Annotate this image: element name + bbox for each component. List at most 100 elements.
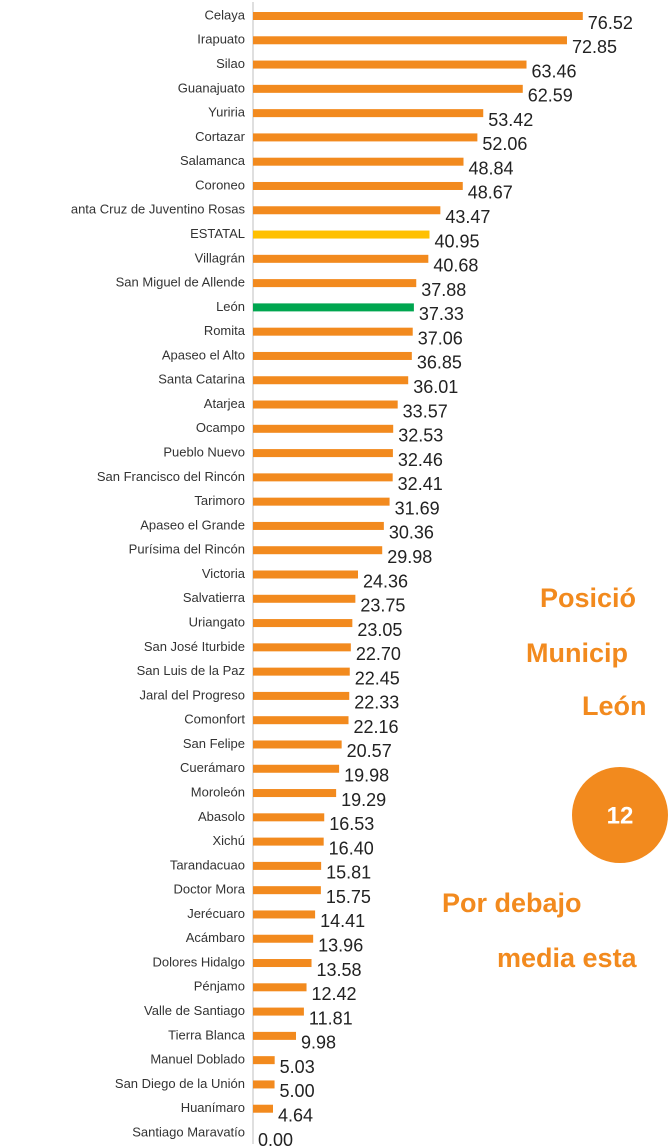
category-label: Tarimoro: [194, 493, 245, 508]
value-label: 12.42: [312, 984, 357, 1004]
annotation: media esta: [497, 943, 638, 973]
category-label: San Luis de la Paz: [137, 663, 245, 678]
value-label: 53.42: [488, 110, 533, 130]
value-label: 5.03: [280, 1057, 315, 1077]
value-label: 63.46: [532, 61, 577, 81]
value-label: 16.53: [329, 814, 374, 834]
bar: [253, 36, 567, 45]
bar: [253, 764, 340, 773]
category-label: Doctor Mora: [173, 882, 245, 897]
bar: [253, 351, 412, 360]
value-label: 30.36: [389, 523, 434, 543]
value-label: 16.40: [329, 838, 374, 858]
value-label: 43.47: [445, 207, 490, 227]
category-label: Valle de Santiago: [144, 1003, 245, 1018]
annotation: Por debajo: [442, 888, 582, 918]
value-label: 13.96: [318, 935, 363, 955]
category-label: San Francisco del Rincón: [97, 469, 245, 484]
badge: [572, 767, 668, 863]
value-label: 32.41: [398, 474, 443, 494]
value-label: 31.69: [395, 498, 440, 518]
value-label: 40.95: [434, 231, 479, 251]
value-label: 15.81: [326, 863, 371, 883]
bar: [253, 594, 356, 603]
bar: [253, 254, 429, 263]
bar: [253, 1104, 273, 1113]
bar: [253, 861, 322, 870]
bar: [253, 789, 337, 798]
value-label: 72.85: [572, 37, 617, 57]
category-label: Tierra Blanca: [168, 1027, 246, 1042]
value-label: 23.05: [357, 620, 402, 640]
bar: [253, 157, 464, 166]
category-label: Coroneo: [195, 177, 245, 192]
value-label: 13.58: [317, 960, 362, 980]
bar: [253, 716, 349, 725]
category-label: Atarjea: [204, 396, 246, 411]
value-label: 9.98: [301, 1033, 336, 1053]
category-label: Uriangato: [189, 615, 245, 630]
category-label: Salvatierra: [183, 590, 246, 605]
value-label: 4.64: [278, 1105, 313, 1125]
value-label: 29.98: [387, 547, 432, 567]
category-label: Dolores Hidalgo: [153, 954, 246, 969]
category-label: Santiago Maravatío: [132, 1124, 245, 1139]
category-label: Moroleón: [191, 784, 245, 799]
category-label: Purísima del Rincón: [129, 542, 245, 557]
value-label: 37.06: [418, 328, 463, 348]
bar: [253, 934, 314, 943]
bar: [253, 983, 307, 992]
bar: [253, 1007, 304, 1016]
bar: [253, 473, 393, 482]
value-label: 52.06: [482, 134, 527, 154]
bar: [253, 837, 324, 846]
category-label: Cuerámaro: [180, 760, 245, 775]
bar: [253, 619, 353, 628]
category-label: San Miguel de Allende: [116, 275, 245, 290]
bar: [253, 740, 342, 749]
category-label: Guanajuato: [178, 80, 245, 95]
badge-label: 12: [607, 802, 634, 829]
bar: [253, 521, 384, 530]
value-label: 48.84: [469, 158, 514, 178]
category-label: Pueblo Nuevo: [163, 445, 245, 460]
value-label: 48.67: [468, 183, 513, 203]
value-label: 23.75: [360, 596, 405, 616]
bar: [253, 327, 413, 336]
value-label: 76.52: [588, 13, 633, 33]
bar: [253, 60, 527, 69]
annotation: Municip: [526, 638, 628, 668]
category-label: Acámbaro: [186, 930, 245, 945]
bar: [253, 886, 321, 895]
bar: [253, 12, 583, 20]
annotation: León: [582, 691, 647, 721]
category-label: Abasolo: [198, 809, 245, 824]
category-label: Huanímaro: [181, 1100, 245, 1115]
value-label: 37.88: [421, 280, 466, 300]
value-label: 19.98: [344, 766, 389, 786]
value-label: 15.75: [326, 887, 371, 907]
annotation: Posició: [540, 583, 636, 613]
category-label: Jaral del Progreso: [140, 687, 246, 702]
category-label: anta Cruz de Juventino Rosas: [71, 202, 246, 217]
category-label: Salamanca: [180, 153, 246, 168]
value-label: 5.00: [280, 1081, 315, 1101]
bar: [253, 84, 523, 93]
bar: [253, 1031, 297, 1040]
category-label: Ocampo: [196, 420, 245, 435]
value-label: 14.41: [320, 911, 365, 931]
category-label: Romita: [204, 323, 246, 338]
bar: [253, 546, 383, 555]
category-label: León: [216, 299, 245, 314]
value-label: 11.81: [309, 1008, 353, 1028]
bar: [253, 570, 358, 579]
category-label: Jerécuaro: [187, 906, 245, 921]
bar: [253, 279, 417, 288]
category-label: Xichú: [212, 833, 245, 848]
bar: [253, 643, 351, 652]
value-label: 19.29: [341, 790, 386, 810]
category-label: Irapuato: [197, 32, 245, 47]
value-label: 33.57: [403, 401, 448, 421]
category-label: ESTATAL: [190, 226, 245, 241]
category-label: Comonfort: [184, 712, 245, 727]
